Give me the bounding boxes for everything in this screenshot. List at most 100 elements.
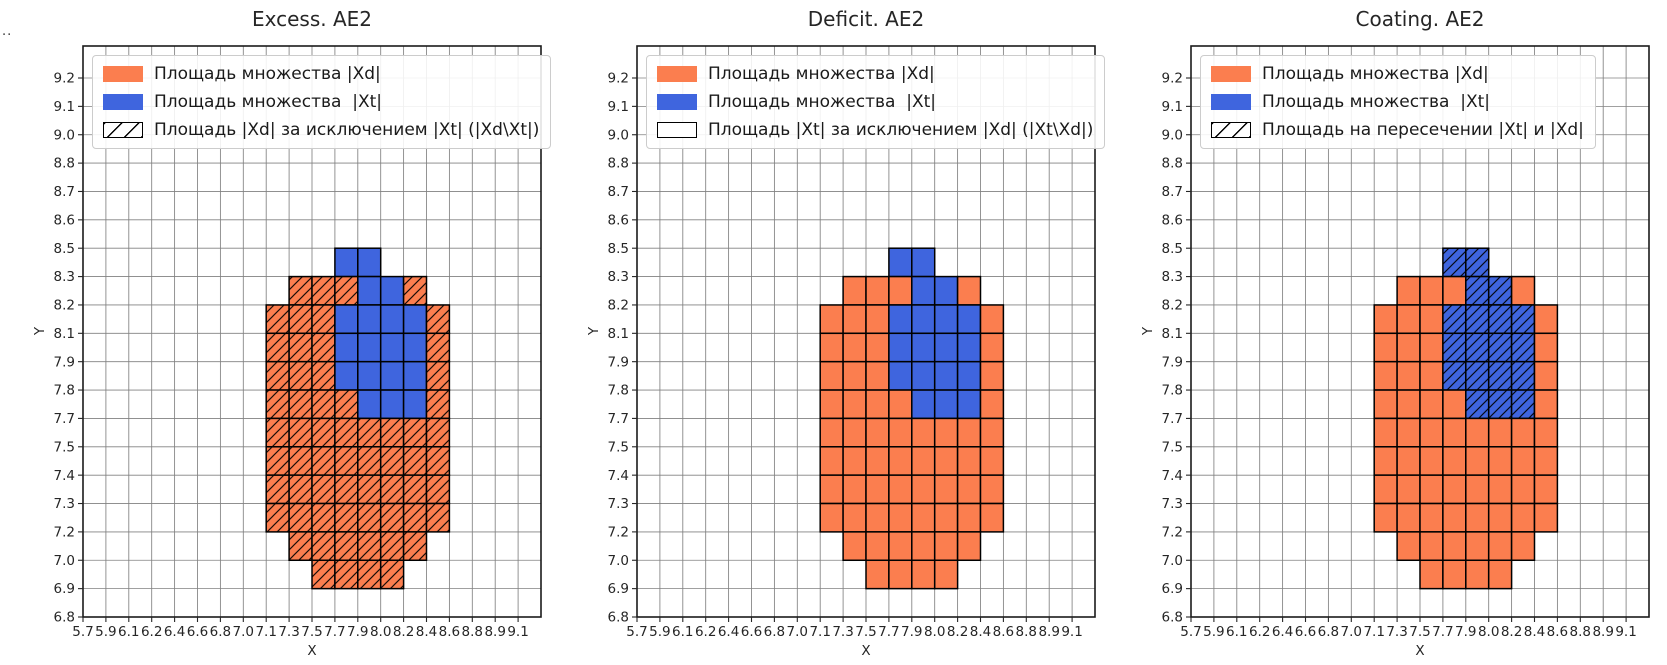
svg-text:9.2: 9.2 [1162,71,1183,87]
hatch-swatch [1211,122,1251,139]
svg-text:7.5: 7.5 [1409,624,1430,640]
svg-text:7.5: 7.5 [54,439,75,455]
xd-color-swatch [657,66,697,83]
svg-text:9.0: 9.0 [1162,127,1183,143]
legend-entry-difference: Площадь |Xd| за исключением |Xt| (|Xd\Xt… [103,120,539,140]
svg-text:7.7: 7.7 [54,411,75,427]
svg-text:8.8: 8.8 [1016,624,1037,640]
x-ticks: 5.7 5.9 6.1 6.2 6.4 6.6 6.8 7.0 7.1 7.3 7.5 7.7 7.9 8… [1180,617,1637,640]
svg-text:8.6: 8.6 [993,624,1014,640]
svg-text:6.8: 6.8 [1162,610,1183,626]
hatch-swatch [103,122,143,139]
svg-text:6.8: 6.8 [764,624,785,640]
svg-text:8.8: 8.8 [54,156,75,172]
svg-text:9.1: 9.1 [1061,624,1082,640]
svg-text:8.3: 8.3 [1162,269,1183,285]
svg-text:6.9: 6.9 [608,581,629,597]
cells-layer [819,247,1005,590]
legend-entry-xd: Площадь множества |Xd| [103,64,539,84]
legend-entry-xd: Площадь множества |Xd| [1211,64,1584,84]
svg-text:7.9: 7.9 [1455,624,1476,640]
svg-text:6.1: 6.1 [1226,624,1247,640]
plot-title-coating: Coating. AE2 [1355,7,1485,31]
svg-text:8.6: 8.6 [1162,212,1183,228]
svg-text:7.8: 7.8 [54,383,75,399]
svg-text:7.0: 7.0 [608,553,629,569]
svg-text:7.3: 7.3 [1162,496,1183,512]
xd-color-swatch [1211,66,1251,83]
svg-text:7.4: 7.4 [54,468,75,484]
svg-text:8.0: 8.0 [370,624,391,640]
subplot-excess: Excess. AE2 5.7 5.9 6.1 6.2 6.4 6.6 6.8 7.0 7.1 7… [32,7,552,659]
svg-text:6.8: 6.8 [608,610,629,626]
svg-text:9.1: 9.1 [1162,99,1183,115]
svg-text:8.9: 8.9 [1592,624,1613,640]
svg-text:8.4: 8.4 [970,624,991,640]
svg-text:7.2: 7.2 [54,524,75,540]
plot-title-excess: Excess. AE2 [251,7,373,31]
svg-text:8.3: 8.3 [54,269,75,285]
svg-text:8.0: 8.0 [924,624,945,640]
svg-text:7.9: 7.9 [54,354,75,370]
svg-text:9.0: 9.0 [608,127,629,143]
svg-text:9.1: 9.1 [507,624,528,640]
legend-entry-xt: Площадь множества |Xt| [657,92,1093,112]
legend-label-difference: Площадь |Xd| за исключением |Xt| (|Xd\Xt… [154,120,540,141]
svg-text:5.7: 5.7 [1180,624,1201,640]
svg-text:8.5: 8.5 [608,241,629,257]
svg-text:6.4: 6.4 [1272,624,1293,640]
svg-text:8.9: 8.9 [484,624,505,640]
svg-text:7.5: 7.5 [301,624,322,640]
svg-text:8.4: 8.4 [1524,624,1545,640]
svg-text:7.0: 7.0 [1162,553,1183,569]
svg-text:7.8: 7.8 [608,383,629,399]
truncated-text-note: .. [2,24,13,39]
legend-entry-xd: Площадь множества |Xd| [657,64,1093,84]
svg-text:8.0: 8.0 [1478,624,1499,640]
legend-label-intersection: Площадь на пересечении |Xt| и |Xd| [1262,120,1584,141]
svg-text:8.8: 8.8 [1162,156,1183,172]
svg-text:7.3: 7.3 [54,496,75,512]
svg-text:7.5: 7.5 [1162,439,1183,455]
y-axis-label: Y [586,326,602,336]
svg-text:7.3: 7.3 [278,624,299,640]
svg-text:8.8: 8.8 [462,624,483,640]
svg-text:6.8: 6.8 [210,624,231,640]
legend-label-xt: Площадь множества |Xt| [708,92,937,113]
subplot-deficit: Deficit. AE2 5.7 5.9 6.1 6.2 6.4 6.6 6.8 7.0 7.1… [586,7,1106,659]
xt-color-swatch [657,94,697,111]
svg-text:8.3: 8.3 [608,269,629,285]
svg-text:7.7: 7.7 [1162,411,1183,427]
svg-text:6.6: 6.6 [741,624,762,640]
svg-text:8.2: 8.2 [608,298,629,314]
plot-title-deficit: Deficit. AE2 [807,7,925,31]
legend-entry-xt: Площадь множества |Xt| [1211,92,1584,112]
svg-text:7.2: 7.2 [1162,524,1183,540]
svg-text:6.6: 6.6 [187,624,208,640]
legend-label-xt: Площадь множества |Xt| [1262,92,1491,113]
svg-text:6.8: 6.8 [54,610,75,626]
svg-text:8.8: 8.8 [608,156,629,172]
svg-text:7.7: 7.7 [878,624,899,640]
svg-text:7.1: 7.1 [1363,624,1384,640]
legend-excess: Площадь множества |Xd| Площадь множества… [92,55,552,150]
y-axis-label: Y [32,326,48,336]
svg-text:6.2: 6.2 [1249,624,1270,640]
svg-text:9.0: 9.0 [54,127,75,143]
svg-text:7.9: 7.9 [1162,354,1183,370]
svg-text:9.1: 9.1 [54,99,75,115]
svg-text:9.1: 9.1 [608,99,629,115]
svg-text:6.8: 6.8 [1318,624,1339,640]
legend-entry-intersection: Площадь на пересечении |Xt| и |Xd| [1211,120,1584,140]
svg-text:7.1: 7.1 [255,624,276,640]
svg-text:8.2: 8.2 [54,298,75,314]
y-axis-label: Y [1140,326,1156,336]
legend-deficit: Площадь множества |Xd| Площадь множества… [646,55,1106,150]
legend-entry-xt: Площадь множества |Xt| [103,92,539,112]
legend-label-difference: Площадь |Xt| за исключением |Xd| (|Xt\Xd… [708,120,1094,141]
svg-text:8.4: 8.4 [416,624,437,640]
xd-color-swatch [103,66,143,83]
svg-text:9.2: 9.2 [54,71,75,87]
cells-layer [265,247,451,590]
x-axis-label: X [861,643,870,659]
